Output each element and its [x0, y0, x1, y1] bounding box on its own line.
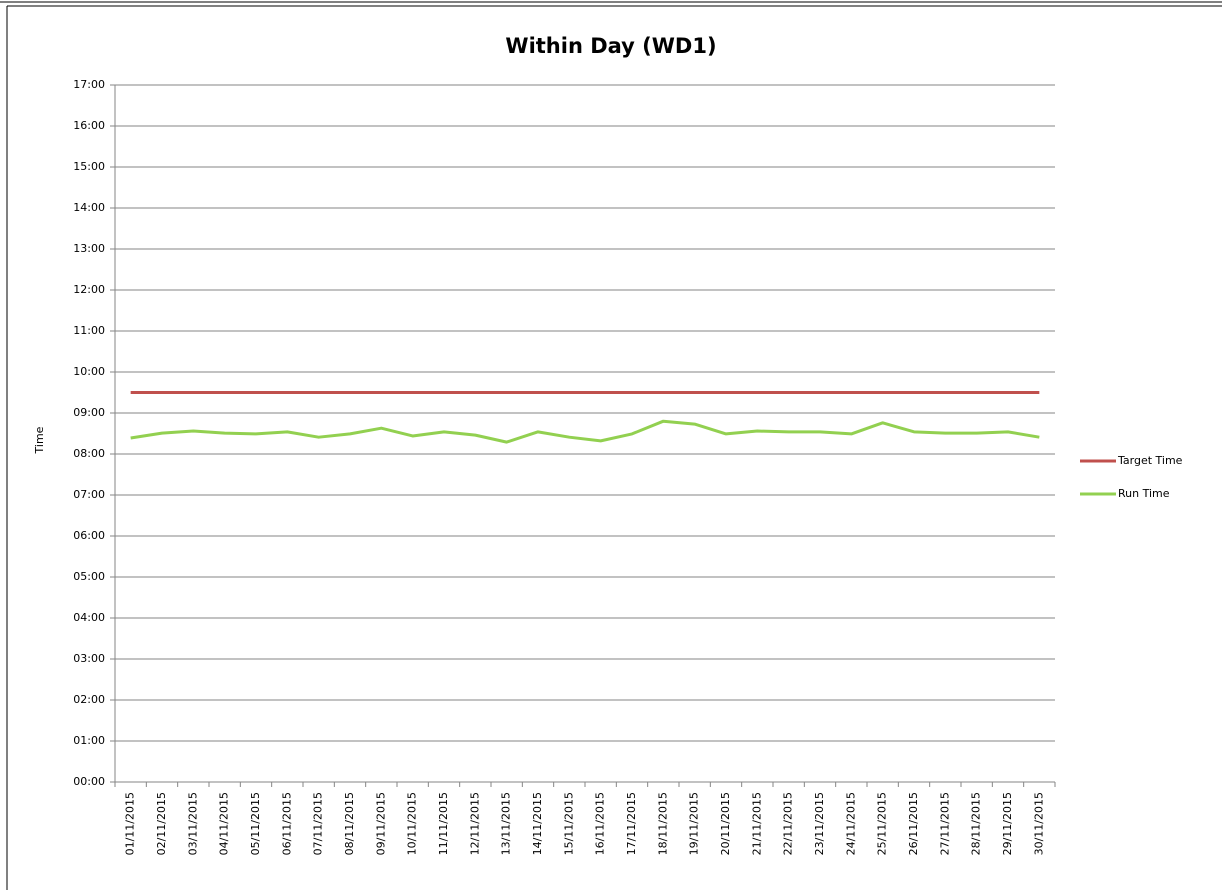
y-tick-label: 09:00 — [73, 406, 105, 419]
y-tick-label: 12:00 — [73, 283, 105, 296]
y-tick-label: 15:00 — [73, 160, 105, 173]
x-tick-label: 25/11/2015 — [876, 792, 889, 855]
x-tick-label: 20/11/2015 — [719, 792, 732, 855]
chart-title: Within Day (WD1) — [505, 34, 716, 58]
x-tick-label: 27/11/2015 — [938, 792, 951, 855]
x-tick-label: 01/11/2015 — [124, 792, 137, 855]
x-tick-label: 07/11/2015 — [312, 792, 325, 855]
x-tick-label: 30/11/2015 — [1032, 792, 1045, 855]
x-tick-label: 04/11/2015 — [218, 792, 231, 855]
x-tick-label: 22/11/2015 — [782, 792, 795, 855]
x-tick-label: 11/11/2015 — [437, 792, 450, 855]
x-tick-label: 12/11/2015 — [468, 792, 481, 855]
y-tick-label: 13:00 — [73, 242, 105, 255]
y-tick-label: 03:00 — [73, 652, 105, 665]
series-line — [130, 419, 1040, 444]
x-tick-label: 28/11/2015 — [970, 792, 983, 855]
y-tick-label: 10:00 — [73, 365, 105, 378]
y-tick-label: 06:00 — [73, 529, 105, 542]
x-tick-label: 05/11/2015 — [249, 792, 262, 855]
x-tick-label: 10/11/2015 — [406, 792, 419, 855]
y-tick-label: 11:00 — [73, 324, 105, 337]
y-tick-label: 02:00 — [73, 693, 105, 706]
x-tick-label: 06/11/2015 — [280, 792, 293, 855]
x-tick-label: 03/11/2015 — [186, 792, 199, 855]
x-tick-label: 14/11/2015 — [531, 792, 544, 855]
x-tick-label: 29/11/2015 — [1001, 792, 1014, 855]
y-tick-label: 04:00 — [73, 611, 105, 624]
legend-label: Target Time — [1117, 454, 1183, 467]
x-tick-label: 23/11/2015 — [813, 792, 826, 855]
y-axis-label: Time — [33, 426, 46, 454]
y-tick-label: 14:00 — [73, 201, 105, 214]
x-tick-label: 02/11/2015 — [155, 792, 168, 855]
y-tick-label: 16:00 — [73, 119, 105, 132]
x-tick-label: 08/11/2015 — [343, 792, 356, 855]
x-tick-label: 13/11/2015 — [500, 792, 513, 855]
x-tick-label: 26/11/2015 — [907, 792, 920, 855]
y-tick-label: 00:00 — [73, 775, 105, 788]
x-tick-label: 24/11/2015 — [844, 792, 857, 855]
x-tick-label: 19/11/2015 — [688, 792, 701, 855]
x-tick-label: 21/11/2015 — [750, 792, 763, 855]
x-tick-label: 17/11/2015 — [625, 792, 638, 855]
x-tick-label: 09/11/2015 — [374, 792, 387, 855]
y-tick-label: 17:00 — [73, 78, 105, 91]
x-tick-label: 16/11/2015 — [594, 792, 607, 855]
y-tick-label: 08:00 — [73, 447, 105, 460]
y-tick-label: 05:00 — [73, 570, 105, 583]
x-tick-label: 18/11/2015 — [656, 792, 669, 855]
y-tick-label: 07:00 — [73, 488, 105, 501]
y-tick-label: 01:00 — [73, 734, 105, 747]
x-tick-label: 15/11/2015 — [562, 792, 575, 855]
legend-label: Run Time — [1118, 487, 1170, 500]
